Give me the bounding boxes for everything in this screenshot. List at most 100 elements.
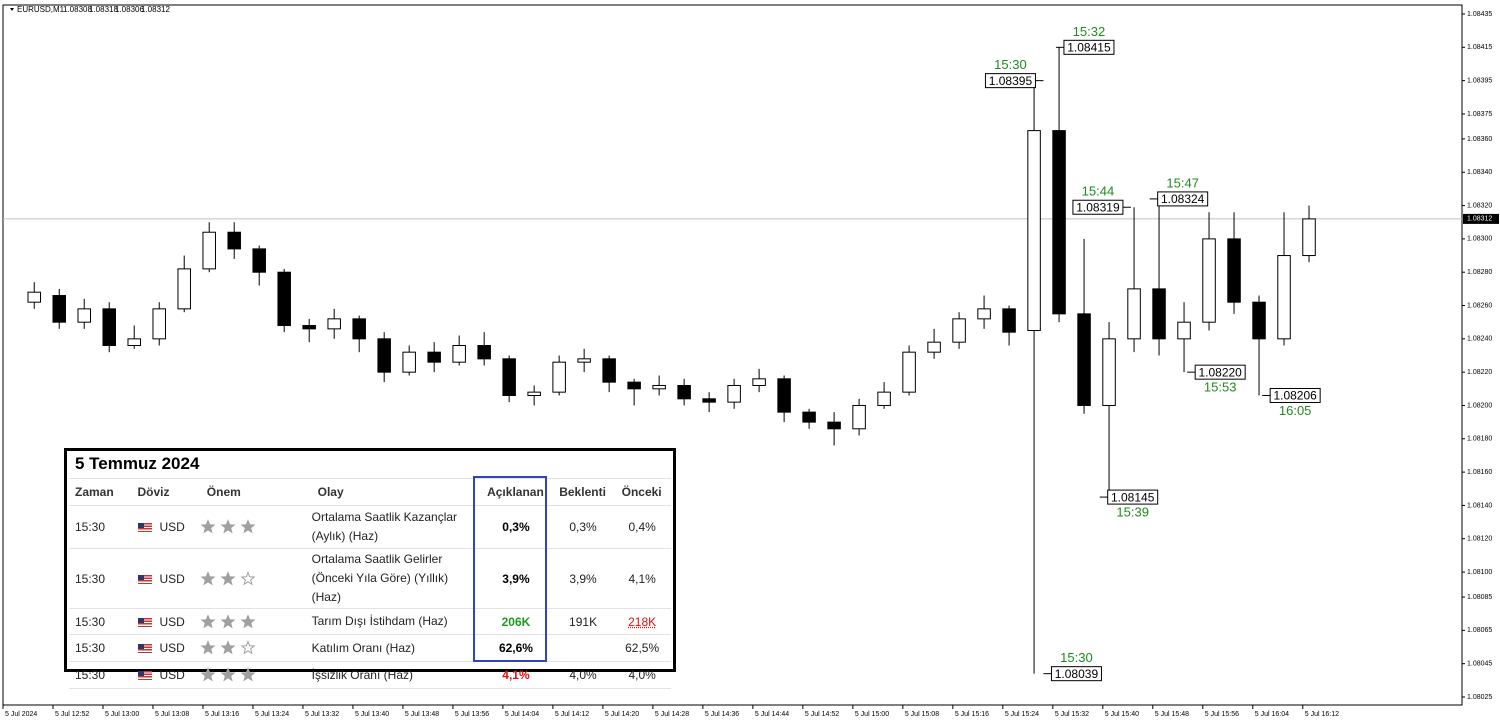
candle-body	[1127, 288, 1141, 340]
x-tick-label: 5 Jul 14:28	[655, 711, 689, 718]
candle-body	[1277, 255, 1291, 340]
x-tick-label: 5 Jul 13:24	[255, 711, 289, 718]
candle-body	[1252, 301, 1266, 340]
importance-cell	[198, 608, 292, 635]
candle-body	[752, 378, 766, 386]
currency-cell: USD	[137, 661, 199, 689]
x-tick-label: 5 Jul 13:48	[405, 711, 439, 718]
x-tick-label: 5 Jul 14:36	[705, 711, 739, 718]
x-tick-label: 5 Jul 15:24	[1005, 711, 1039, 718]
candle-body	[302, 325, 316, 330]
star-filled	[240, 519, 256, 534]
candle-body	[1077, 313, 1091, 406]
star-filled	[220, 667, 236, 682]
x-tick-label: 5 Jul 14:44	[755, 711, 789, 718]
event-cell: Tarım Dışı İstihdam (Haz)	[291, 608, 480, 635]
annotation-price: 1.08145	[1111, 490, 1155, 504]
forecast-cell: 4,0%	[552, 661, 614, 689]
actual-cell: 4,1%	[479, 661, 553, 689]
time-cell: 15:30	[69, 505, 138, 549]
y-tick-label: 1.08065	[1467, 627, 1492, 634]
candle-body	[727, 384, 741, 403]
flag-icon	[138, 523, 153, 533]
ohlc-high: 1.08318	[89, 5, 118, 14]
annotation-box	[1269, 387, 1321, 403]
flag-icon	[138, 644, 153, 654]
y-tick-label: 1.08375	[1467, 111, 1492, 118]
candle-body	[1152, 288, 1166, 340]
event-cell: İşsizlik Oranı (Haz)	[291, 661, 480, 689]
column-header: Önem	[198, 478, 292, 506]
time-cell: 15:30	[69, 634, 138, 662]
column-header: Döviz	[137, 478, 199, 506]
star-filled	[220, 613, 236, 628]
y-tick-label: 1.08120	[1467, 536, 1492, 543]
forecast-cell: 0,3%	[552, 505, 614, 549]
candle-body	[277, 271, 291, 327]
star-filled	[200, 640, 216, 655]
x-tick-label: 5 Jul 15:00	[855, 711, 889, 718]
candle-body	[402, 351, 416, 373]
time-cell: 15:30	[69, 661, 138, 689]
x-tick-label: 5 Jul 15:56	[1205, 711, 1239, 718]
event-cell: Ortalama Saatlik Kazançlar (Aylık) (Haz)	[291, 505, 480, 549]
star-filled	[200, 613, 216, 628]
previous-cell: 0,4%	[613, 505, 671, 549]
previous-cell: 4,0%	[613, 661, 671, 689]
panel-title: 5 Temmuz 2024	[75, 454, 200, 473]
annotation-time: 15:30	[1060, 650, 1093, 665]
annotation-price: 1.08220	[1198, 365, 1242, 379]
menu-arrow[interactable]	[10, 8, 14, 11]
candle-body	[952, 318, 966, 343]
candle-body	[677, 384, 691, 400]
x-tick-label: 5 Jul 14:12	[555, 711, 589, 718]
x-tick-label: 5 Jul 13:16	[205, 711, 239, 718]
x-tick-label: 5 Jul 13:08	[155, 711, 189, 718]
event-cell: Katılım Oranı (Haz)	[291, 634, 480, 662]
x-tick-label: 5 Jul 15:40	[1105, 711, 1139, 718]
annotation-time: 15:32	[1073, 24, 1106, 39]
table-row: 15:30 USD Tarım Dışı İstihdam (Haz) 206K 191…	[69, 608, 671, 635]
candle-body	[102, 308, 116, 347]
candle-body	[1302, 218, 1316, 257]
candle-body	[1177, 321, 1191, 340]
column-header: Açıklanan	[479, 478, 553, 506]
y-tick-label: 1.08085	[1467, 594, 1492, 601]
x-tick-label: 5 Jul 13:56	[455, 711, 489, 718]
y-tick-label: 1.08200	[1467, 402, 1492, 409]
candle-body	[577, 358, 591, 363]
candle-body	[852, 404, 866, 430]
candle-body	[627, 381, 641, 390]
candle-body	[552, 361, 566, 393]
x-tick-label: 5 Jul 14:20	[605, 711, 639, 718]
y-tick-label: 1.08280	[1467, 269, 1492, 276]
annotation-box	[1072, 199, 1124, 215]
y-tick-label: 1.08045	[1467, 661, 1492, 668]
candle-body	[52, 295, 66, 323]
x-tick-label: 5 Jul 14:52	[805, 711, 839, 718]
annotation-box	[1107, 489, 1159, 505]
forecast-cell: 3,9%	[552, 548, 614, 609]
flag-icon	[138, 617, 153, 627]
x-tick-label: 5 Jul 16:04	[1255, 711, 1289, 718]
event-cell: Ortalama Saatlik Gelirler (Önceki Yıla G…	[291, 548, 480, 609]
candle-body	[177, 268, 191, 310]
star-filled	[220, 570, 236, 585]
annotation-time: 15:44	[1082, 184, 1115, 199]
x-tick-label: 5 Jul 15:08	[905, 711, 939, 718]
candle-body	[977, 308, 991, 320]
highlight-box	[473, 476, 547, 662]
candle-body	[152, 308, 166, 340]
y-tick-label: 1.08340	[1467, 169, 1492, 176]
importance-stars	[200, 667, 256, 682]
symbol: EURUSD,M1	[17, 5, 65, 14]
annotation-box	[1063, 39, 1115, 55]
price-tag	[1463, 213, 1499, 224]
candle-body	[827, 421, 841, 430]
candle-body	[352, 318, 366, 340]
candle-body	[527, 391, 541, 396]
y-tick-label: 1.08160	[1467, 469, 1492, 476]
currency-cell: USD	[137, 608, 199, 635]
star-filled	[220, 640, 236, 655]
candle-body	[427, 351, 441, 363]
